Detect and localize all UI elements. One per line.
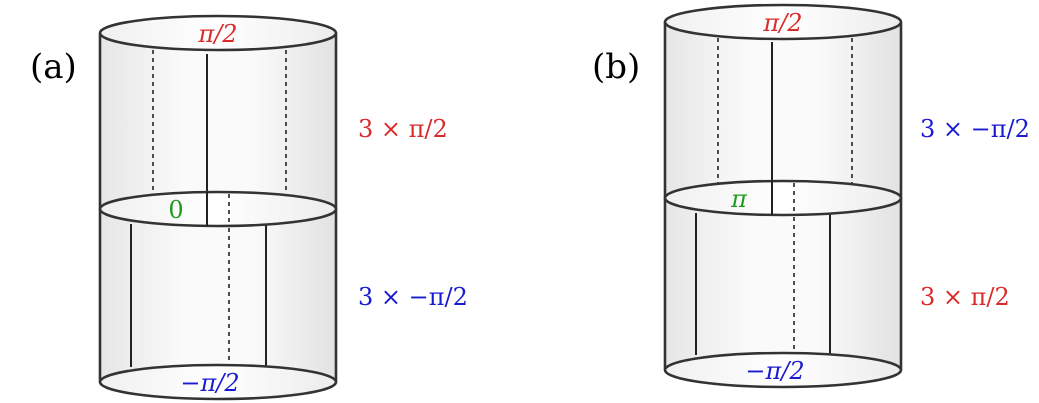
panel-a-bottom-ring (98, 363, 338, 401)
panel-a-upper-cylinder (98, 33, 338, 209)
panel-b-upper-cylinder (663, 22, 903, 198)
panel-b-lower-surface (665, 198, 901, 370)
panel-b-upper-annotation: 3 × −π/2 (920, 115, 1030, 143)
panel-a-middle-ring-label: 0 (168, 196, 183, 224)
panel-b-top-ring (663, 3, 903, 41)
panel-a-middle-ring (98, 190, 338, 228)
panel-b: (b) π/2 π −π/2 3 × −π/2 (592, 3, 1030, 389)
panel-a-lower-cylinder (98, 196, 338, 401)
panel-b-bottom-ring-label: −π/2 (745, 357, 804, 385)
panel-a: (a) π/2 0 −π/2 3 × π/2 (30, 14, 468, 401)
panel-b-label: (b) (592, 47, 640, 87)
panel-a-upper-annotation: 3 × π/2 (358, 115, 448, 143)
panel-b-middle-ring (663, 179, 903, 217)
panel-a-lower-surface (100, 209, 336, 382)
panel-b-middle-ring-label: π (730, 185, 748, 213)
panel-b-top-ring-label: π/2 (762, 9, 802, 37)
panel-a-top-ring (98, 14, 338, 52)
panel-b-upper-surface (665, 22, 901, 198)
panel-a-top-ring-label: π/2 (197, 20, 237, 48)
panel-b-bottom-ring (663, 351, 903, 389)
panel-a-lower-annotation: 3 × −π/2 (358, 283, 468, 311)
panel-a-upper-surface (100, 33, 336, 209)
panel-a-label: (a) (30, 47, 77, 87)
panel-b-lower-cylinder (663, 185, 903, 389)
panel-a-bottom-ring-label: −π/2 (180, 369, 239, 397)
panel-b-lower-annotation: 3 × π/2 (920, 283, 1010, 311)
